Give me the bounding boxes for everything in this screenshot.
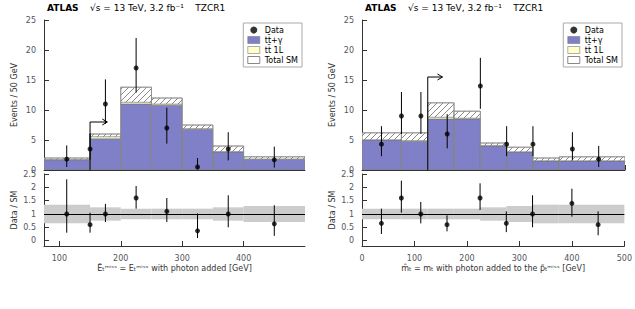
svg-text:300: 300 bbox=[512, 254, 527, 263]
svg-text:10: 10 bbox=[344, 106, 354, 115]
svg-text:100: 100 bbox=[407, 254, 422, 263]
svg-text:100: 100 bbox=[52, 254, 67, 263]
svg-text:2: 2 bbox=[31, 183, 36, 192]
svg-text:Data: Data bbox=[585, 26, 604, 35]
svg-text:200: 200 bbox=[113, 254, 128, 263]
svg-text:25: 25 bbox=[344, 16, 354, 25]
svg-text:ATLAS: ATLAS bbox=[47, 3, 79, 13]
svg-text:ATLAS: ATLAS bbox=[365, 3, 397, 13]
svg-text:0: 0 bbox=[349, 236, 354, 245]
svg-text:tt̄+γ: tt̄+γ bbox=[265, 34, 283, 44]
svg-text:500: 500 bbox=[617, 254, 632, 263]
svg-text:0: 0 bbox=[31, 236, 36, 245]
svg-text:20: 20 bbox=[344, 46, 354, 55]
svg-text:Events / 50 GeV: Events / 50 GeV bbox=[10, 62, 19, 127]
svg-text:0: 0 bbox=[359, 254, 364, 263]
svg-text:0.5: 0.5 bbox=[23, 223, 36, 232]
svg-text:400: 400 bbox=[236, 254, 251, 263]
svg-text:tt̄+γ: tt̄+γ bbox=[585, 34, 603, 44]
svg-text:300: 300 bbox=[175, 254, 190, 263]
svg-text:√s = 13 TeV, 3.2 fb⁻¹ TZCR1: √s = 13 TeV, 3.2 fb⁻¹ TZCR1 bbox=[79, 3, 226, 13]
svg-text:15: 15 bbox=[26, 76, 36, 85]
svg-text:Ẽₜᵐⁱˢˢ = Eₜᵐⁱˢˢ with photon ad: Ẽₜᵐⁱˢˢ = Eₜᵐⁱˢˢ with photon added [GeV] bbox=[97, 263, 252, 273]
svg-text:Data / SM: Data / SM bbox=[328, 190, 337, 229]
svg-text:Data / SM: Data / SM bbox=[10, 190, 19, 229]
svg-text:√s = 13 TeV, 3.2 fb⁻¹ TZCR1: √s = 13 TeV, 3.2 fb⁻¹ TZCR1 bbox=[397, 3, 544, 13]
svg-text:25: 25 bbox=[26, 16, 36, 25]
svg-text:2: 2 bbox=[349, 183, 354, 192]
svg-text:Events / 50 GeV: Events / 50 GeV bbox=[328, 62, 337, 127]
svg-text:2.5: 2.5 bbox=[23, 170, 36, 179]
svg-text:20: 20 bbox=[26, 46, 36, 55]
svg-text:2.5: 2.5 bbox=[341, 170, 354, 179]
svg-text:15: 15 bbox=[344, 76, 354, 85]
svg-text:Total SM: Total SM bbox=[584, 56, 618, 65]
svg-text:1: 1 bbox=[31, 210, 36, 219]
svg-text:tt̄ 1L: tt̄ 1L bbox=[265, 44, 284, 54]
svg-text:1: 1 bbox=[349, 210, 354, 219]
svg-text:10: 10 bbox=[26, 106, 36, 115]
svg-text:tt̄ 1L: tt̄ 1L bbox=[585, 44, 604, 54]
svg-text:200: 200 bbox=[459, 254, 474, 263]
svg-text:5: 5 bbox=[349, 136, 354, 145]
svg-text:1.5: 1.5 bbox=[341, 196, 354, 205]
svg-text:1.5: 1.5 bbox=[23, 196, 36, 205]
svg-text:400: 400 bbox=[564, 254, 579, 263]
svg-text:5: 5 bbox=[31, 136, 36, 145]
svg-text:Data: Data bbox=[265, 26, 284, 35]
svg-text:m̂ₜ = mₜ with photon added to: m̂ₜ = mₜ with photon added to the p̃ₜᵐⁱˢ… bbox=[401, 263, 585, 273]
svg-text:0.5: 0.5 bbox=[341, 223, 354, 232]
svg-text:Total SM: Total SM bbox=[264, 56, 298, 65]
